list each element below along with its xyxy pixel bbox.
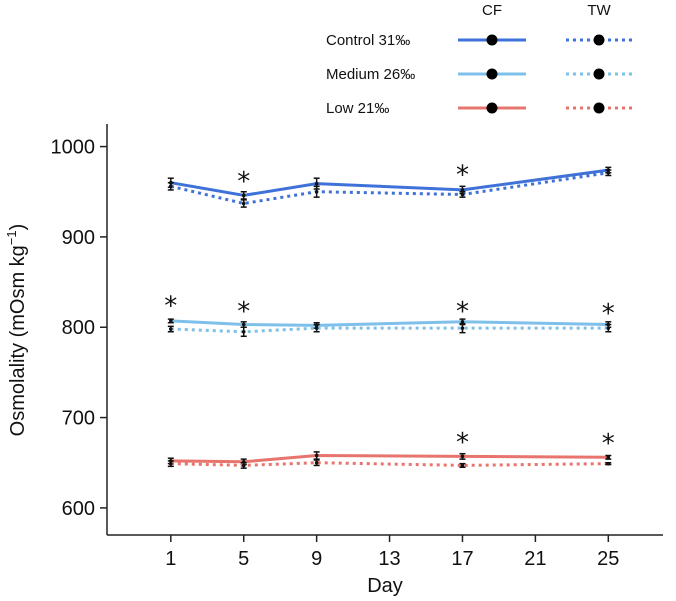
legend-tw-marker [593,68,605,80]
data-point [241,322,246,327]
significance-star: * [456,161,469,191]
axes: 600 700 800 900 1000 1 5 9 13 17 21 25 Day Osmolal… [4,124,663,597]
x-ticks: 1 5 9 13 17 21 25 [165,535,619,570]
data-point [241,463,246,468]
data-point [460,320,465,324]
significance-star: * [456,297,469,327]
series-cf-0 [167,166,612,200]
y-axis-title-superscript: −1 [4,230,19,245]
y-tick-label: 600 [62,498,95,520]
x-tick-label: 13 [378,548,400,570]
y-axis-title: Osmolality (mOsm kg−1) [4,224,29,437]
legend-tw-marker [593,34,605,46]
legend-header-tw: TW [587,2,611,19]
data-point [241,201,246,206]
significance-star: * [456,428,469,458]
data-point [606,455,611,460]
significance-star: * [237,297,250,327]
data-point [169,319,173,323]
plot-area: * * * * * * * * [164,161,615,469]
data-point [314,326,319,330]
data-point [606,170,611,175]
x-tick-label: 25 [597,548,619,570]
series-tw-1 [167,169,612,208]
data-point [169,184,173,189]
legend-label: Low 21‰ [326,100,389,117]
data-point [460,463,465,468]
series-line [170,326,609,334]
data-point [460,192,465,197]
data-point [241,329,246,334]
x-tick-label: 17 [451,548,473,570]
series-tw-3 [167,322,612,338]
x-tick-label: 9 [311,548,322,570]
legend: CF TW Control 31‰ Medium 26‰ Low 21‰ [326,2,632,117]
x-tick-label: 21 [524,548,546,570]
series-cf-4 [167,451,612,466]
y-ticks: 600 700 800 900 1000 [51,137,107,520]
legend-label: Medium 26‰ [326,66,415,83]
data-point [460,188,465,192]
legend-cf-marker [486,34,498,46]
legend-row: Medium 26‰ [326,66,632,83]
data-point [314,189,319,194]
data-point [169,461,173,466]
y-tick-label: 1000 [51,137,96,159]
data-point [169,327,173,331]
series-line [170,453,609,464]
data-point [606,326,611,330]
legend-header-cf: CF [482,2,502,19]
significance-star: * [164,292,177,322]
significance-star: * [237,167,250,197]
data-point [314,453,319,458]
series-tw-5 [167,459,612,469]
data-point [314,460,319,465]
legend-label: Control 31‰ [326,32,410,49]
legend-cf-marker [486,102,498,114]
y-tick-label: 700 [62,408,95,430]
y-tick-label: 800 [62,317,95,339]
data-point [606,461,611,466]
legend-cf-marker [486,68,498,80]
y-tick-label: 900 [62,227,95,249]
significance-star: * [602,299,615,329]
x-axis-title: Day [367,575,403,597]
data-point [241,193,246,198]
y-axis-title-main: Osmolality (mOsm kg [7,245,29,436]
data-point [460,326,465,330]
legend-rows: Control 31‰ Medium 26‰ Low 21‰ [326,32,632,117]
data-point [314,181,319,186]
legend-row: Control 31‰ [326,32,632,49]
legend-tw-marker [593,102,605,114]
x-tick-label: 1 [165,548,176,570]
legend-row: Low 21‰ [326,100,632,117]
data-point [460,454,465,459]
x-tick-label: 5 [238,548,249,570]
significance-star: * [602,429,615,459]
y-axis-title-close: ) [7,224,29,231]
